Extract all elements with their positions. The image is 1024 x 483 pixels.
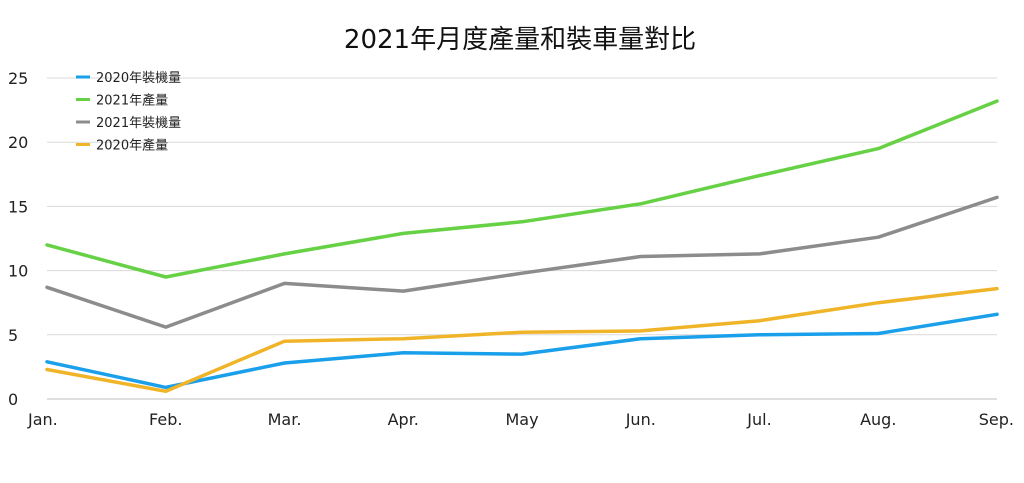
x-tick-label: Mar. — [268, 410, 302, 429]
x-tick-label: Jan. — [27, 410, 58, 429]
y-tick-label: 25 — [8, 69, 28, 88]
x-tick-label: Jul. — [746, 410, 771, 429]
legend-label: 2021年產量 — [96, 93, 168, 109]
legend-label: 2020年裝機量 — [96, 71, 181, 86]
series-line-3 — [45, 286, 999, 394]
x-tick-label: Apr. — [388, 410, 419, 429]
x-tick-label: Sep. — [979, 410, 1014, 429]
series-line-2 — [45, 195, 999, 329]
chart-title: 2021年月度產量和裝車量對比 — [344, 25, 696, 55]
x-tick-label: Aug. — [860, 410, 896, 429]
x-tick-label: May — [505, 410, 538, 429]
y-tick-label: 5 — [8, 326, 18, 345]
y-tick-label: 10 — [8, 262, 28, 281]
legend-label: 2020年產量 — [96, 138, 168, 154]
y-tick-label: 20 — [8, 133, 28, 152]
legend: 2020年裝機量 2021年產量 2021年裝機量 2020年產量 — [76, 71, 181, 154]
y-axis-ticks: 0 5 10 15 20 25 — [8, 69, 28, 409]
x-tick-label: Jun. — [625, 410, 656, 429]
y-tick-label: 15 — [8, 197, 28, 216]
series-lines — [45, 99, 999, 394]
gridlines — [47, 77, 997, 400]
legend-label: 2021年裝機量 — [96, 116, 181, 131]
y-tick-label: 0 — [8, 390, 18, 409]
x-axis-ticks: Jan. Feb. Mar. Apr. May Jun. Jul. Aug. Sep. — [27, 410, 1014, 429]
x-tick-label: Feb. — [149, 410, 182, 429]
series-line-0 — [45, 312, 999, 390]
series-line-1 — [45, 99, 999, 279]
